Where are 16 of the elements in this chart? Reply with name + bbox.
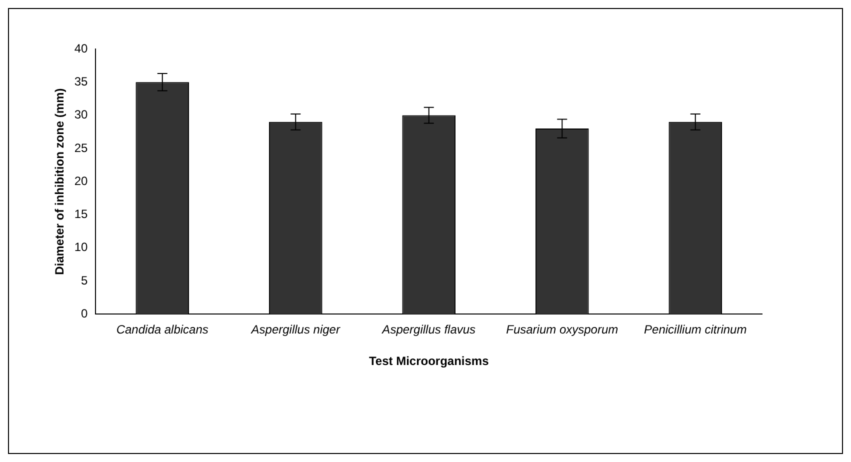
x-tick-label: Penicillium citrinum (644, 322, 747, 337)
y-tick-label: 0 (81, 306, 88, 321)
y-tick-label: 25 (74, 140, 88, 155)
x-tick-label: Aspergillus flavus (381, 322, 476, 337)
x-axis-title: Test Microorganisms (368, 354, 490, 368)
y-tick-label: 15 (74, 207, 88, 222)
y-tick-label: 40 (74, 41, 88, 56)
y-tick-label: 5 (81, 273, 88, 288)
y-tick-label: 20 (74, 174, 88, 188)
x-tick-label: Fusarium oxysporum (506, 322, 618, 337)
y-axis-title: Diameter of inhibition zone (mm) (52, 88, 67, 275)
y-tick-label: 30 (74, 108, 88, 122)
x-tick-label: Candida albicans (116, 322, 208, 337)
y-tick-label: 35 (74, 74, 88, 88)
x-tick-label: Aspergillus niger (250, 322, 341, 337)
y-tick-label: 10 (74, 240, 88, 254)
